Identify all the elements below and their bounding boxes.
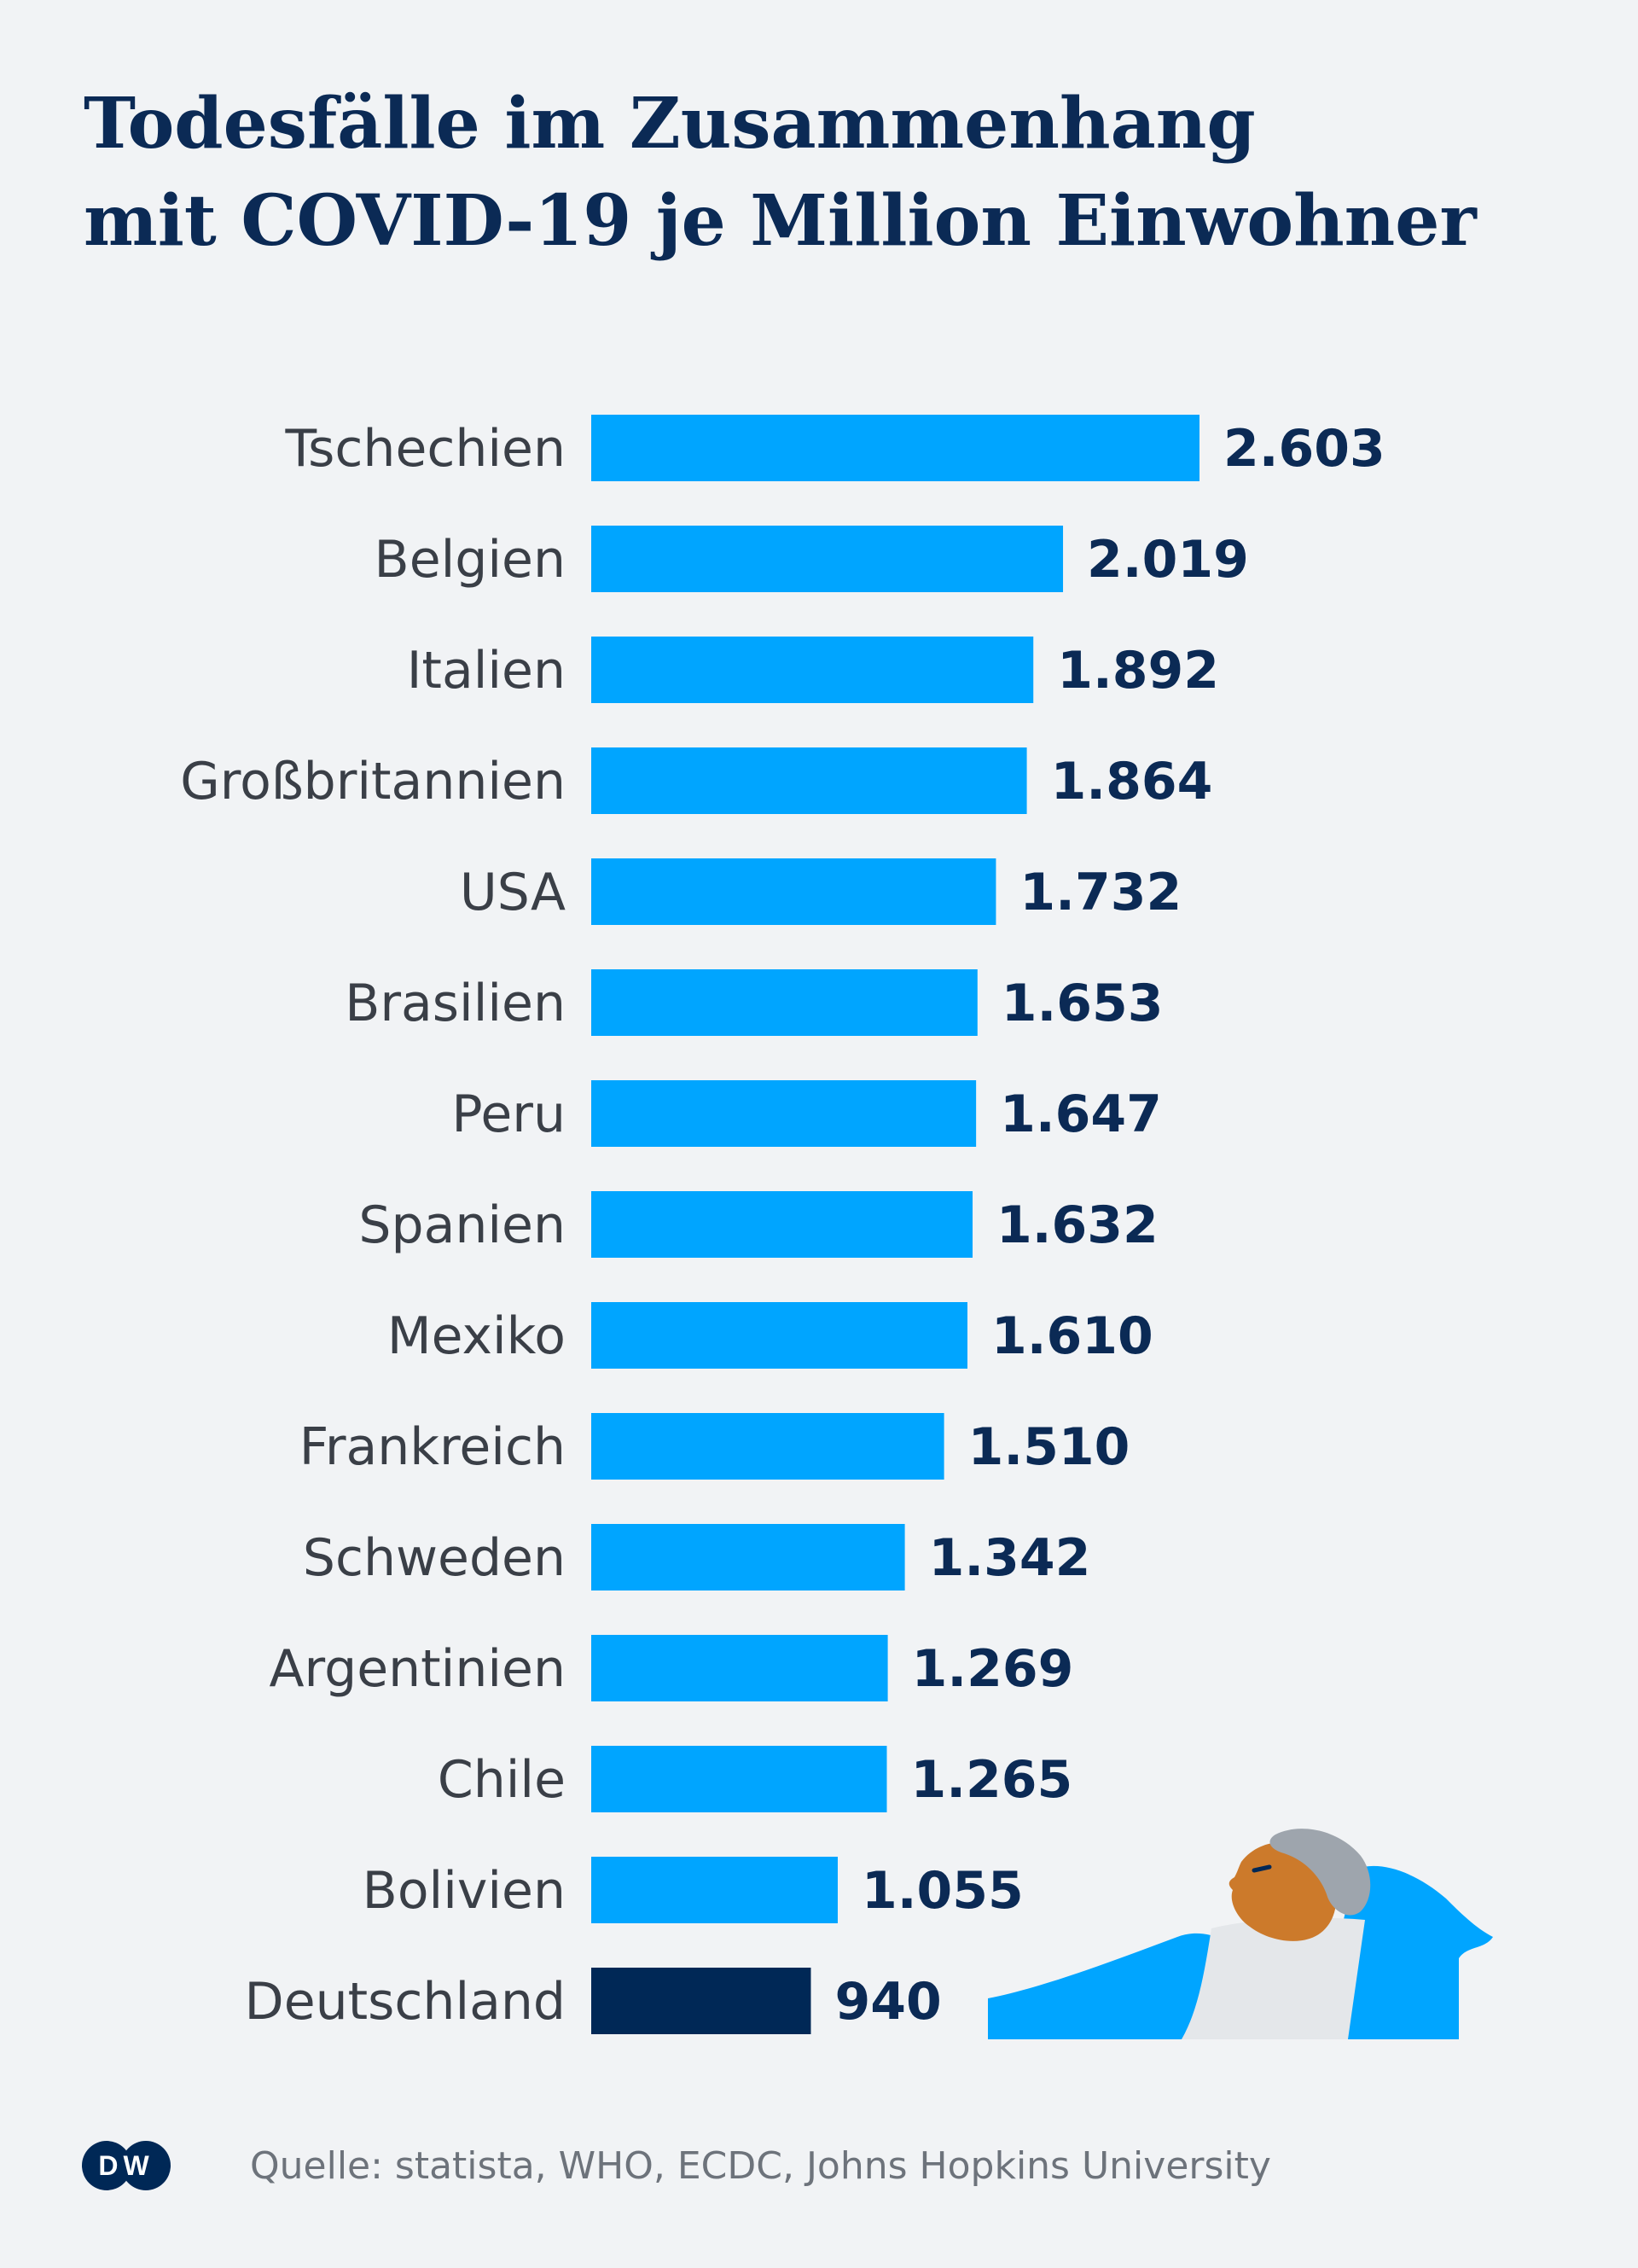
source-note: Quelle: statista, WHO, ECDC, Johns Hopki… <box>250 2143 1271 2188</box>
bar-argentinien <box>591 1635 888 1701</box>
category-label: Peru <box>451 1085 566 1144</box>
dw-logo-text: DW <box>98 2150 154 2181</box>
category-label: Spanien <box>358 1195 566 1255</box>
value-label: 2.603 <box>1223 419 1385 479</box>
category-label: Tschechien <box>284 419 566 479</box>
value-label: 1.647 <box>1000 1085 1162 1144</box>
bar-usa <box>591 858 996 925</box>
footer: DW Quelle: statista, WHO, ECDC, Johns Ho… <box>81 2133 1271 2198</box>
category-label: Großbritannien <box>180 752 566 811</box>
value-label: 1.632 <box>996 1195 1159 1255</box>
value-label: 1.892 <box>1057 641 1219 701</box>
bar-mexiko <box>591 1302 968 1369</box>
title-line-1: Todesfälle im Zusammenhang <box>84 83 1256 165</box>
category-label: Bolivien <box>363 1861 566 1921</box>
value-label: 1.342 <box>929 1528 1091 1588</box>
category-label: Belgien <box>375 530 566 590</box>
bar-großbritannien <box>591 747 1027 814</box>
value-label: 1.269 <box>912 1639 1074 1699</box>
category-label: Argentinien <box>269 1639 566 1699</box>
bar-schweden <box>591 1524 905 1591</box>
title-line-2: mit COVID-19 je Million Einwohner <box>84 180 1477 262</box>
bar-deutschland <box>591 1968 811 2034</box>
value-label: 2.019 <box>1087 530 1249 590</box>
bar-brasilien <box>591 969 978 1036</box>
value-label: 1.610 <box>991 1306 1153 1366</box>
bar-chile <box>591 1746 887 1812</box>
bar-chart: Tschechien 2.603 Belgien 2.019 Italien 1.892 G… <box>180 415 1385 2034</box>
category-label: Mexiko <box>387 1306 566 1366</box>
value-label: 1.265 <box>911 1750 1073 1810</box>
category-label: Frankreich <box>299 1417 566 1477</box>
value-label: 1.510 <box>968 1417 1130 1477</box>
value-label: 1.864 <box>1051 752 1213 811</box>
bar-belgien <box>591 526 1064 592</box>
category-label: Deutschland <box>245 1972 566 2032</box>
chart-title: Todesfälle im Zusammenhang mit COVID-19 … <box>84 75 1585 270</box>
category-label: Italien <box>407 641 566 701</box>
value-label: 1.653 <box>1002 974 1164 1033</box>
value-label: 1.055 <box>862 1861 1024 1921</box>
bar-tschechien <box>591 415 1199 481</box>
category-label: Schweden <box>303 1528 566 1588</box>
dw-logo-icon: DW <box>82 2141 171 2190</box>
patient-illustration <box>988 1829 1493 2039</box>
bar-italien <box>591 637 1034 703</box>
value-label: 940 <box>834 1972 941 2032</box>
category-label: Chile <box>438 1750 566 1810</box>
category-label: USA <box>460 863 566 922</box>
bar-bolivien <box>591 1857 838 1923</box>
bar-frankreich <box>591 1413 944 1480</box>
category-label: Brasilien <box>345 974 566 1033</box>
bar-spanien <box>591 1191 973 1258</box>
value-label: 1.732 <box>1019 863 1182 922</box>
bar-peru <box>591 1080 977 1147</box>
